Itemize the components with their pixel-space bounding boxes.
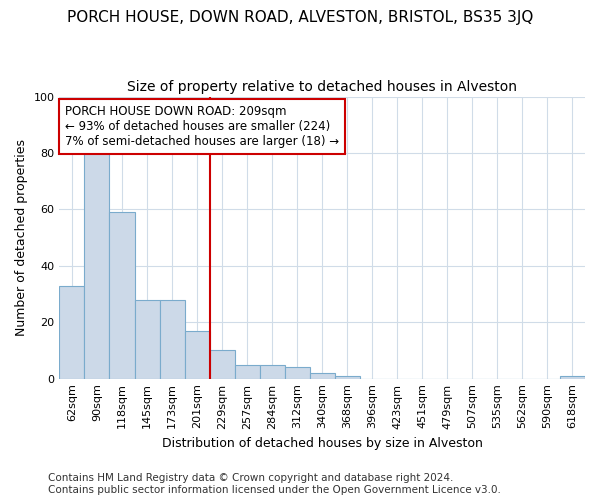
Bar — [284, 368, 310, 378]
Title: Size of property relative to detached houses in Alveston: Size of property relative to detached ho… — [127, 80, 517, 94]
Bar — [335, 376, 360, 378]
Y-axis label: Number of detached properties: Number of detached properties — [15, 139, 28, 336]
Text: Contains HM Land Registry data © Crown copyright and database right 2024.
Contai: Contains HM Land Registry data © Crown c… — [48, 474, 501, 495]
Bar — [560, 376, 585, 378]
Bar — [235, 364, 260, 378]
Bar — [85, 142, 109, 378]
Bar — [310, 373, 335, 378]
Text: PORCH HOUSE DOWN ROAD: 209sqm
← 93% of detached houses are smaller (224)
7% of s: PORCH HOUSE DOWN ROAD: 209sqm ← 93% of d… — [65, 105, 339, 148]
Bar — [260, 364, 284, 378]
Bar — [59, 286, 85, 378]
Bar — [185, 330, 209, 378]
Text: PORCH HOUSE, DOWN ROAD, ALVESTON, BRISTOL, BS35 3JQ: PORCH HOUSE, DOWN ROAD, ALVESTON, BRISTO… — [67, 10, 533, 25]
Bar — [109, 212, 134, 378]
Bar — [134, 300, 160, 378]
Bar — [160, 300, 185, 378]
X-axis label: Distribution of detached houses by size in Alveston: Distribution of detached houses by size … — [162, 437, 482, 450]
Bar — [209, 350, 235, 378]
